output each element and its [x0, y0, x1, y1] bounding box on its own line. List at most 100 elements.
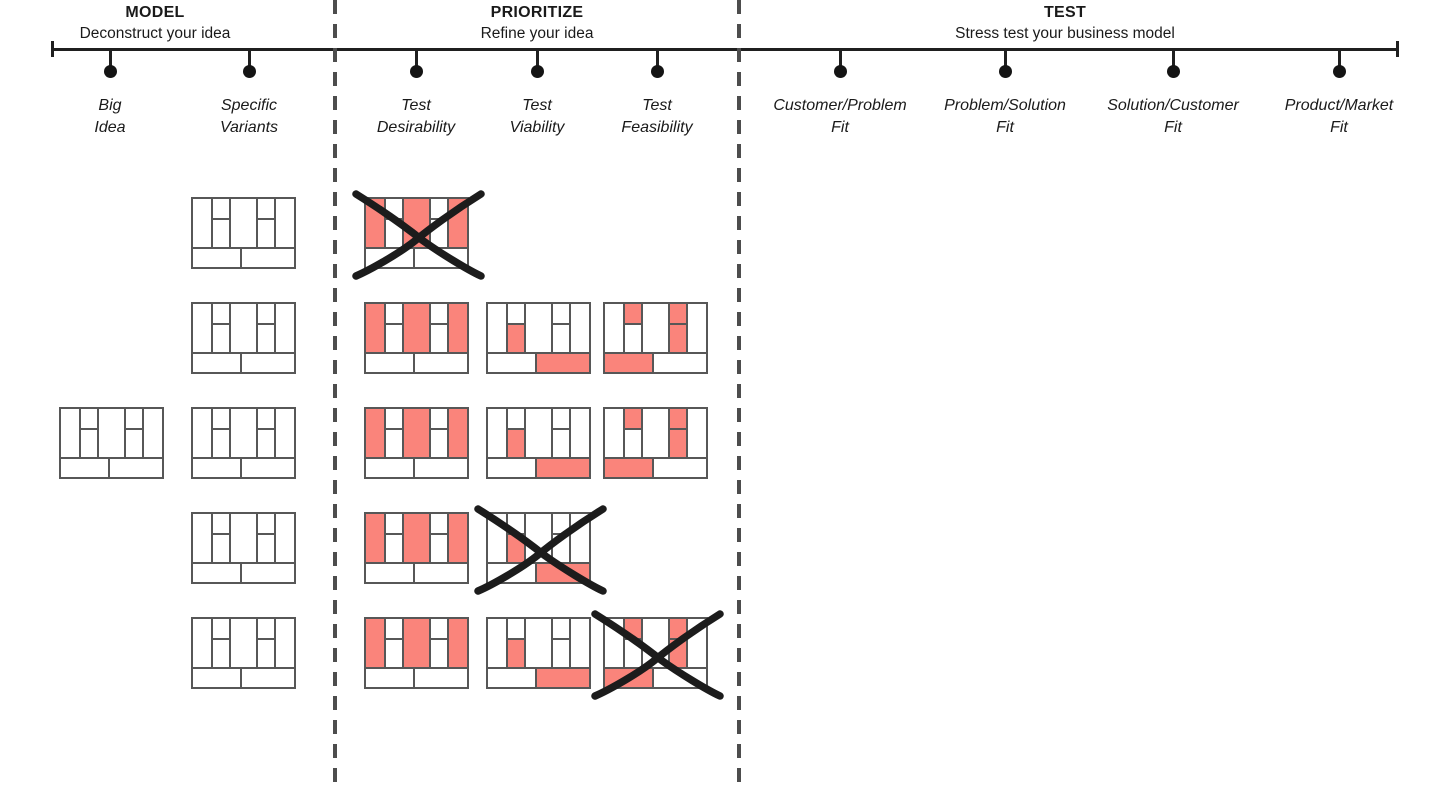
cell-revenue-streams: [653, 458, 706, 477]
canvas-relationships-channels-column: [553, 409, 569, 457]
canvas-specific-variants-row5: [191, 617, 296, 689]
cell-revenue-streams: [414, 353, 467, 372]
milestone-label-product-market-fit: Product/Market Fit: [1285, 95, 1393, 139]
cell-customer-relationships: [670, 619, 686, 638]
cell-customer-segments: [570, 304, 589, 352]
cell-key-partners: [61, 409, 80, 457]
cell-key-resources: [386, 534, 402, 562]
milestone-label-line1: Specific: [220, 97, 278, 114]
cell-key-resources: [625, 324, 641, 352]
cell-key-resources: [508, 639, 524, 667]
cell-customer-relationships: [258, 514, 274, 533]
canvas-relationships-channels-column: [258, 619, 274, 667]
cell-key-activities: [386, 199, 402, 218]
canvas-test-viability-row2: [486, 302, 591, 374]
canvas-top-band: [605, 409, 706, 457]
milestone-label-test-feasibility: Test Feasibility: [621, 95, 692, 139]
timeline-end-tick: [1396, 41, 1399, 57]
cell-key-resources: [81, 429, 97, 457]
canvas-bottom-band: [488, 353, 589, 372]
cell-key-partners: [366, 199, 385, 247]
cell-key-partners: [193, 409, 212, 457]
milestone-label-line2: Viability: [509, 119, 565, 136]
milestone-dot-problem-solution-fit: [998, 65, 1012, 78]
phase-subtitle-test: Stress test your business model: [955, 25, 1175, 42]
milestone-dot-test-desirability: [409, 65, 423, 78]
canvas-test-feasibility-row2: [603, 302, 708, 374]
cell-customer-segments: [687, 304, 706, 352]
canvas-relationships-channels-column: [258, 304, 274, 352]
canvas-relationships-channels-column: [431, 304, 447, 352]
cell-customer-relationships: [431, 409, 447, 428]
cell-value-proposition: [642, 304, 669, 352]
cell-customer-relationships: [553, 409, 569, 428]
cell-customer-segments: [143, 409, 162, 457]
milestone-label-line1: Solution/Customer: [1107, 97, 1239, 114]
canvas-specific-variants-row4: [191, 512, 296, 584]
canvas-relationships-channels-column: [670, 304, 686, 352]
canvas-test-desirability-row2: [364, 302, 469, 374]
canvas-relationships-channels-column: [258, 199, 274, 247]
cell-key-activities: [213, 199, 229, 218]
canvas-bottom-band: [366, 563, 467, 582]
cell-customer-relationships: [431, 619, 447, 638]
milestone-label-line1: Product/Market: [1284, 97, 1394, 114]
canvas-bottom-band: [193, 668, 294, 687]
milestone-label-test-viability: Test Viability: [510, 95, 565, 139]
cell-channels: [126, 429, 142, 457]
phase-divider-model-prioritize: [333, 0, 337, 792]
cell-cost-structure: [488, 353, 535, 372]
cell-key-resources: [386, 639, 402, 667]
cell-key-partners: [193, 199, 212, 247]
cell-customer-relationships: [670, 304, 686, 323]
cell-key-activities: [508, 409, 524, 428]
milestone-label-line1: Test: [522, 97, 552, 114]
cell-key-resources: [213, 534, 229, 562]
canvas-activities-resources-column: [508, 514, 524, 562]
cell-revenue-streams: [414, 458, 467, 477]
cell-revenue-streams: [536, 458, 589, 477]
canvas-relationships-channels-column: [431, 199, 447, 247]
canvas-activities-resources-column: [213, 409, 229, 457]
cell-value-proposition: [525, 304, 552, 352]
cell-key-activities: [386, 619, 402, 638]
milestone-stem-product-market-fit: [1337, 50, 1341, 67]
cell-customer-relationships: [431, 304, 447, 323]
canvas-test-viability-row5: [486, 617, 591, 689]
cell-key-resources: [213, 639, 229, 667]
cell-customer-relationships: [553, 619, 569, 638]
milestone-dot-solution-customer-fit: [1166, 65, 1180, 78]
canvas-relationships-channels-column: [553, 304, 569, 352]
cell-key-activities: [386, 304, 402, 323]
cell-revenue-streams: [241, 668, 294, 687]
cell-customer-relationships: [258, 199, 274, 218]
cell-revenue-streams: [536, 668, 589, 687]
cell-cost-structure: [605, 353, 652, 372]
milestone-stem-test-desirability: [414, 50, 418, 67]
canvas-top-band: [488, 409, 589, 457]
canvas-bottom-band: [605, 458, 706, 477]
milestone-label-line2: Fit: [831, 119, 849, 136]
canvas-top-band: [193, 304, 294, 352]
cell-cost-structure: [193, 248, 240, 267]
cell-revenue-streams: [414, 563, 467, 582]
cell-customer-segments: [448, 619, 467, 667]
cell-key-resources: [213, 324, 229, 352]
milestone-label-line2: Fit: [1164, 119, 1182, 136]
cell-key-partners: [488, 619, 507, 667]
milestone-label-line2: Feasibility: [621, 119, 693, 136]
cell-customer-segments: [275, 199, 294, 247]
cell-value-proposition: [98, 409, 125, 457]
cell-key-activities: [213, 619, 229, 638]
cell-customer-segments: [448, 304, 467, 352]
cell-customer-relationships: [553, 304, 569, 323]
cell-revenue-streams: [414, 668, 467, 687]
canvas-bottom-band: [366, 248, 467, 267]
phase-header-test: TEST Stress test your business model: [955, 4, 1175, 44]
canvas-specific-variants-row2: [191, 302, 296, 374]
cell-cost-structure: [366, 353, 413, 372]
milestone-label-big-idea: Big Idea: [94, 95, 125, 139]
milestone-label-line1: Test: [401, 97, 431, 114]
cell-key-partners: [488, 514, 507, 562]
